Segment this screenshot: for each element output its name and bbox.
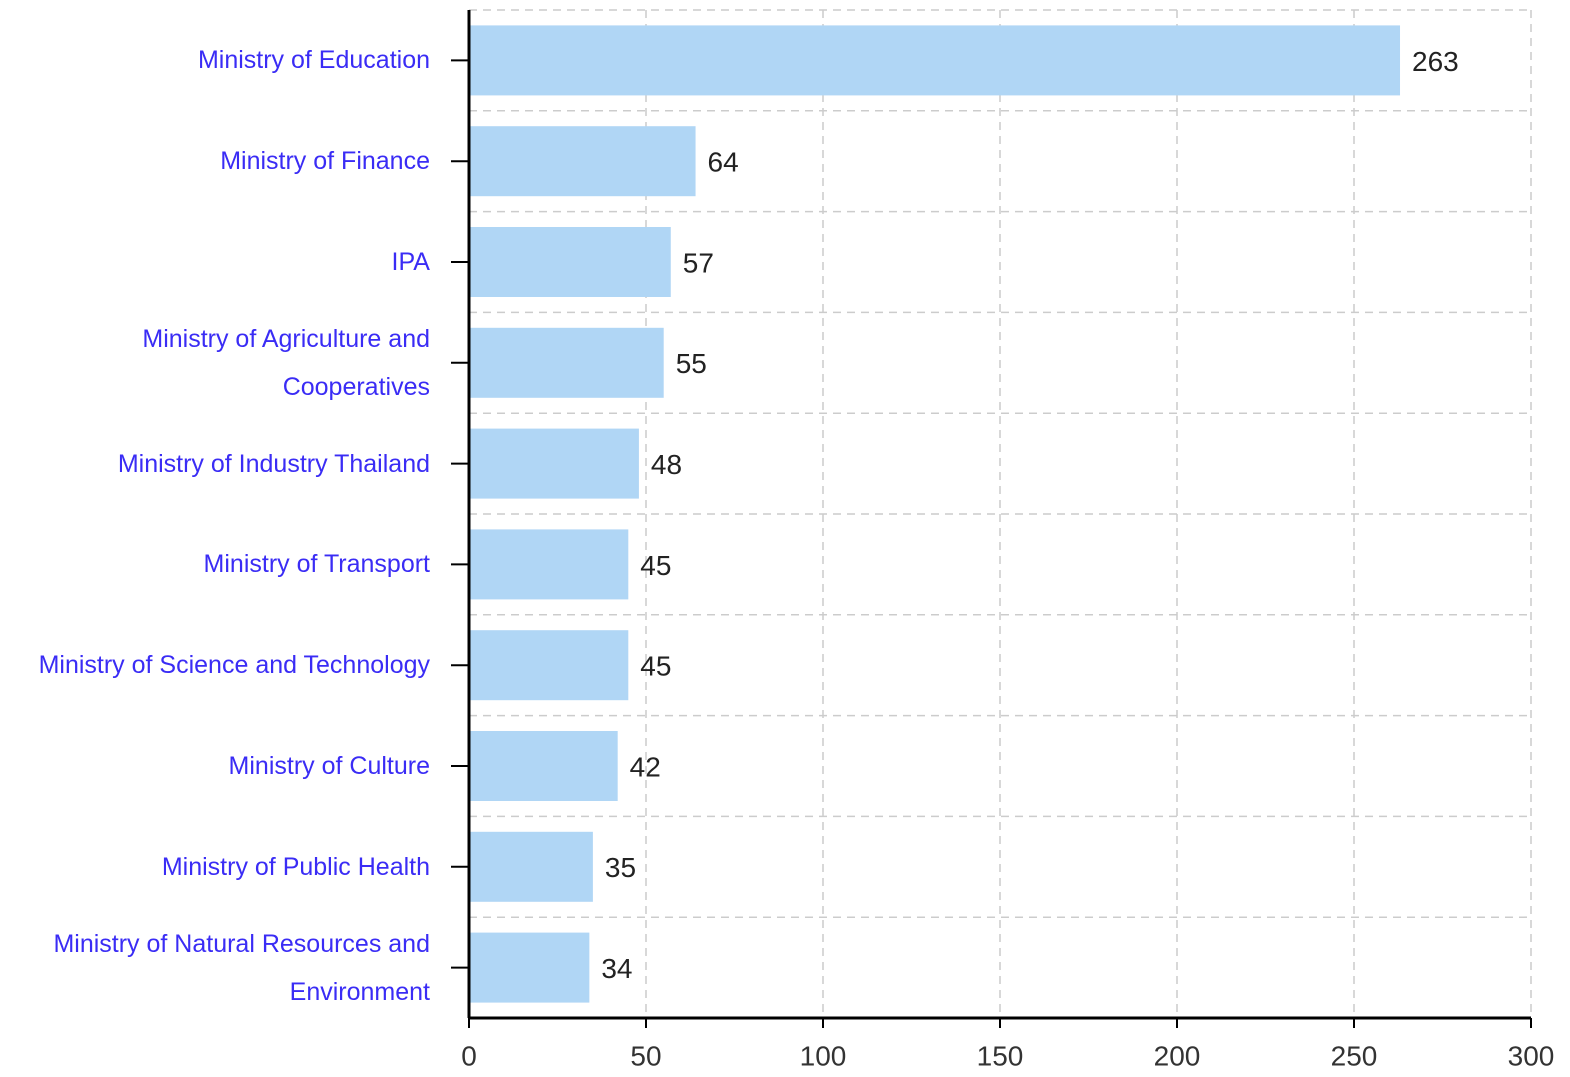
y-tick-label: Ministry of Public Health (161, 852, 430, 881)
x-tick-label: 150 (977, 1040, 1024, 1071)
value-label: 35 (605, 852, 636, 883)
value-label: 34 (601, 953, 632, 984)
y-label-box: Ministry of Science and Technology (38, 651, 430, 680)
bar (469, 731, 618, 801)
value-label: 64 (708, 147, 739, 178)
y-label-box: Ministry of Public Health (161, 852, 430, 881)
value-label: 45 (640, 651, 671, 682)
value-label: 263 (1412, 46, 1459, 77)
y-label-box: IPA (391, 248, 430, 276)
y-tick-label: Ministry of Culture (228, 752, 430, 780)
y-tick-label: Ministry of Industry Thailand (117, 449, 430, 478)
bar (469, 227, 671, 297)
x-tick-label: 300 (1508, 1040, 1555, 1071)
y-tick-label: Ministry of Transport (203, 550, 430, 579)
bar (469, 428, 639, 499)
y-tick-label: Ministry of Natural Resources and Enviro… (53, 929, 430, 1006)
bar (469, 327, 664, 398)
y-tick-label: IPA (391, 248, 430, 276)
value-label: 48 (651, 449, 682, 480)
y-tick-label: Ministry of Agriculture and Cooperatives (142, 324, 430, 401)
y-label-box: Ministry of Transport (203, 550, 430, 579)
y-tick-label: Ministry of Education (197, 46, 430, 75)
x-tick-label: 50 (630, 1040, 661, 1071)
bar (469, 25, 1401, 96)
y-label-box: Ministry of Agriculture and Cooperatives (142, 324, 430, 401)
x-tick-label: 100 (800, 1040, 847, 1071)
bar (469, 529, 629, 600)
value-label: 55 (676, 348, 707, 379)
value-label: 45 (640, 550, 671, 581)
value-label: 42 (630, 751, 661, 782)
value-label: 57 (683, 247, 714, 278)
x-tick-label: 250 (1331, 1040, 1378, 1071)
y-label-box: Ministry of Natural Resources and Enviro… (53, 929, 430, 1006)
bar (469, 932, 590, 1003)
y-tick-label: Ministry of Science and Technology (38, 651, 430, 680)
y-label-box: Ministry of Education (197, 46, 430, 75)
bar (469, 126, 696, 197)
y-label-box: Ministry of Culture (228, 752, 430, 780)
y-label-box: Ministry of Industry Thailand (117, 449, 430, 478)
x-tick-label: 0 (461, 1040, 477, 1071)
y-label-box: Ministry of Finance (220, 147, 430, 176)
bar (469, 630, 629, 701)
y-tick-label: Ministry of Finance (220, 147, 430, 176)
x-tick-label: 200 (1154, 1040, 1201, 1071)
bar (469, 831, 593, 902)
